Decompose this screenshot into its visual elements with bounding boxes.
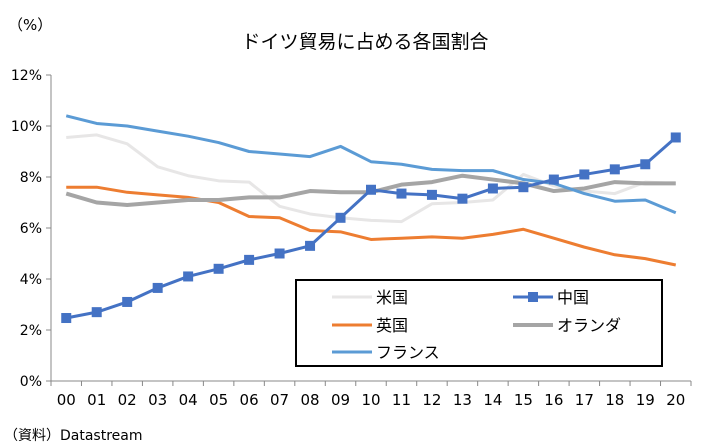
data-point: [396, 188, 407, 199]
x-tick-label: 04: [179, 391, 198, 409]
x-tick-label: 06: [240, 391, 259, 409]
x-tick-label: 14: [483, 391, 502, 409]
data-point: [122, 296, 133, 307]
data-point: [335, 212, 346, 223]
series-1: [61, 132, 681, 324]
x-tick-label: 15: [514, 391, 533, 409]
x-tick-label: 03: [148, 391, 167, 409]
data-point: [518, 182, 529, 193]
y-tick-label: 6%: [20, 221, 42, 237]
data-point: [366, 184, 376, 195]
data-point: [457, 193, 468, 204]
legend-label: 中国: [557, 288, 589, 307]
data-point: [91, 307, 102, 318]
data-point: [579, 169, 590, 180]
x-tick-label: 13: [453, 391, 472, 409]
legend-label: オランダ: [557, 316, 621, 335]
data-point: [61, 313, 72, 324]
y-tick-label: 4%: [20, 272, 42, 288]
y-tick-label: 2%: [20, 323, 42, 339]
y-tick-label: 8%: [20, 170, 42, 186]
data-point: [152, 282, 163, 293]
x-tick-label: 18: [605, 391, 624, 409]
y-tick-label: 12%: [11, 68, 42, 84]
data-point: [305, 240, 316, 251]
data-point: [213, 263, 224, 274]
x-tick-label: 20: [666, 391, 685, 409]
data-point: [609, 164, 620, 175]
x-tick-label: 16: [544, 391, 563, 409]
legend-marker: [528, 292, 538, 302]
x-tick-label: 19: [636, 391, 655, 409]
source-note: （資料）Datastream: [4, 428, 143, 444]
series-line: [66, 185, 677, 267]
data-point: [426, 189, 437, 200]
y-axis-label: （%）: [8, 16, 52, 34]
data-point: [640, 159, 651, 170]
x-tick-label: 05: [209, 391, 228, 409]
x-tick-label: 02: [118, 391, 137, 409]
legend-label: 米国: [376, 288, 408, 307]
x-tick-label: 07: [270, 391, 289, 409]
series-line: [65, 114, 677, 215]
chart-title: ドイツ貿易に占める各国割合: [241, 31, 488, 53]
y-tick-label: 10%: [11, 119, 42, 135]
y-tick-label: 0%: [20, 374, 42, 390]
x-tick-label: 10: [361, 391, 380, 409]
data-point: [487, 183, 498, 194]
data-point: [548, 174, 559, 185]
series-2: [66, 185, 677, 267]
x-tick-label: 17: [575, 391, 594, 409]
x-tick-label: 00: [57, 391, 76, 409]
data-point: [183, 271, 194, 282]
x-tick-label: 01: [87, 391, 106, 409]
legend-label: フランス: [376, 343, 440, 362]
legend-label: 英国: [376, 316, 408, 335]
data-point: [670, 132, 681, 143]
series-4: [65, 114, 677, 215]
x-tick-label: 09: [331, 391, 350, 409]
x-tick-label: 11: [392, 391, 411, 409]
x-tick-label: 12: [422, 391, 441, 409]
data-point: [274, 248, 285, 259]
x-tick-label: 08: [301, 391, 320, 409]
data-point: [244, 254, 255, 265]
